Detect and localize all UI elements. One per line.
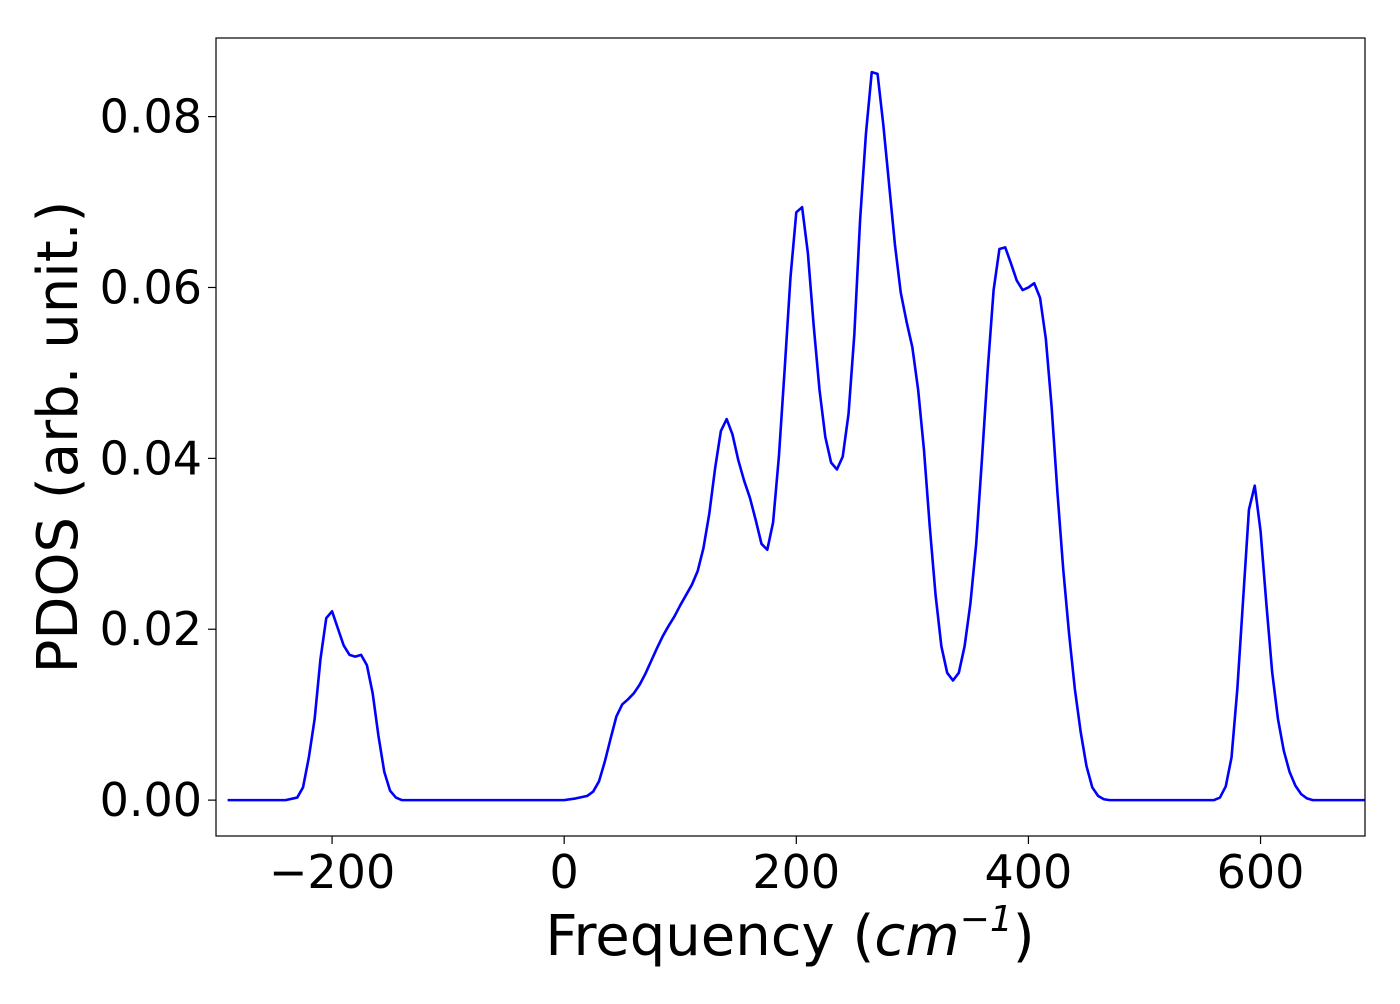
y-tick-label: 0.02 <box>100 602 202 656</box>
x-axis-label: Frequency (cm−1) <box>545 899 1034 969</box>
x-ticks: −200 0 200 400 600 <box>269 836 1305 899</box>
x-tick-label: 600 <box>1217 845 1305 899</box>
x-tick-label: 0 <box>550 845 579 899</box>
y-tick-label: 0.04 <box>100 431 202 485</box>
plot-background <box>216 38 1365 836</box>
x-axis-label-suffix: ) <box>1013 904 1035 969</box>
x-tick-label: −200 <box>269 845 395 899</box>
plot-frame <box>215 37 1366 837</box>
y-axis-label: PDOS (arb. unit.) <box>26 201 91 674</box>
x-tick-label: 200 <box>752 845 840 899</box>
y-ticks: 0.00 0.02 0.04 0.06 0.08 <box>100 90 216 827</box>
y-tick-label: 0.00 <box>100 773 202 827</box>
series-line-0 <box>227 70 1365 802</box>
x-axis-label-prefix: Frequency ( <box>545 904 874 969</box>
series-layer <box>227 70 1365 802</box>
x-tick-label: 400 <box>985 845 1073 899</box>
x-axis-label-exponent: −1 <box>960 899 1013 940</box>
x-axis-label-unit: cm <box>874 904 959 969</box>
y-tick-label: 0.06 <box>100 260 202 314</box>
y-tick-label: 0.08 <box>100 90 202 144</box>
